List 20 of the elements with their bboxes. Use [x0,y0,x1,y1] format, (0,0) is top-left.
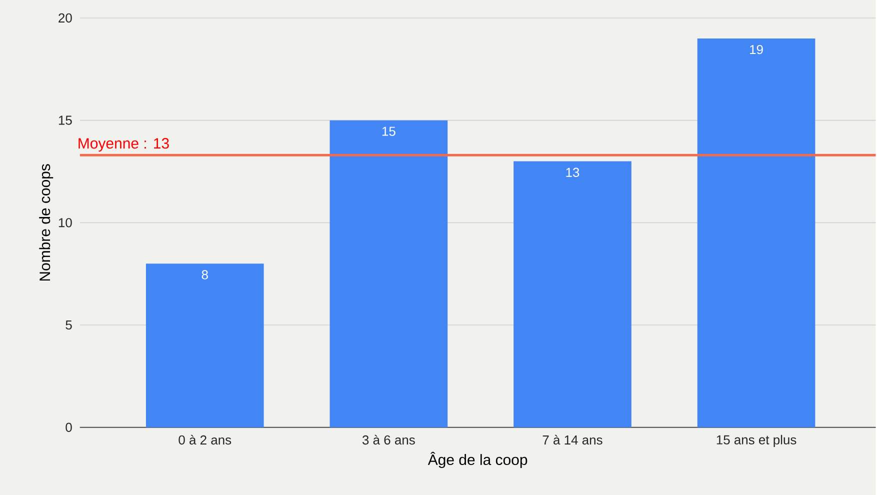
x-tick-label: 0 à 2 ans [178,434,232,444]
x-tick-label: 15 ans et plus [716,434,796,447]
y-tick-label: 0 [66,422,72,432]
data-label: 8 [202,270,208,280]
y-tick-label: 10 [58,218,72,228]
x-axis-title: Âge de la coop [428,452,528,468]
x-tick-label: 7 à 14 ans [542,434,602,444]
ref-line-label: Moyenne : 13 [78,138,169,152]
y-axis-title: Nombre de coops [39,164,54,280]
bar [514,161,632,428]
bar [330,120,448,428]
bar [697,38,816,428]
bar [146,263,264,428]
data-label: 19 [750,44,763,54]
y-tick-label: 15 [58,116,72,125]
y-tick-label: 20 [58,13,72,22]
data-label: 13 [566,168,580,177]
x-tick-label: 3 à 6 ans [362,434,415,444]
y-tick-label: 5 [66,320,72,330]
data-label: 15 [382,126,396,136]
